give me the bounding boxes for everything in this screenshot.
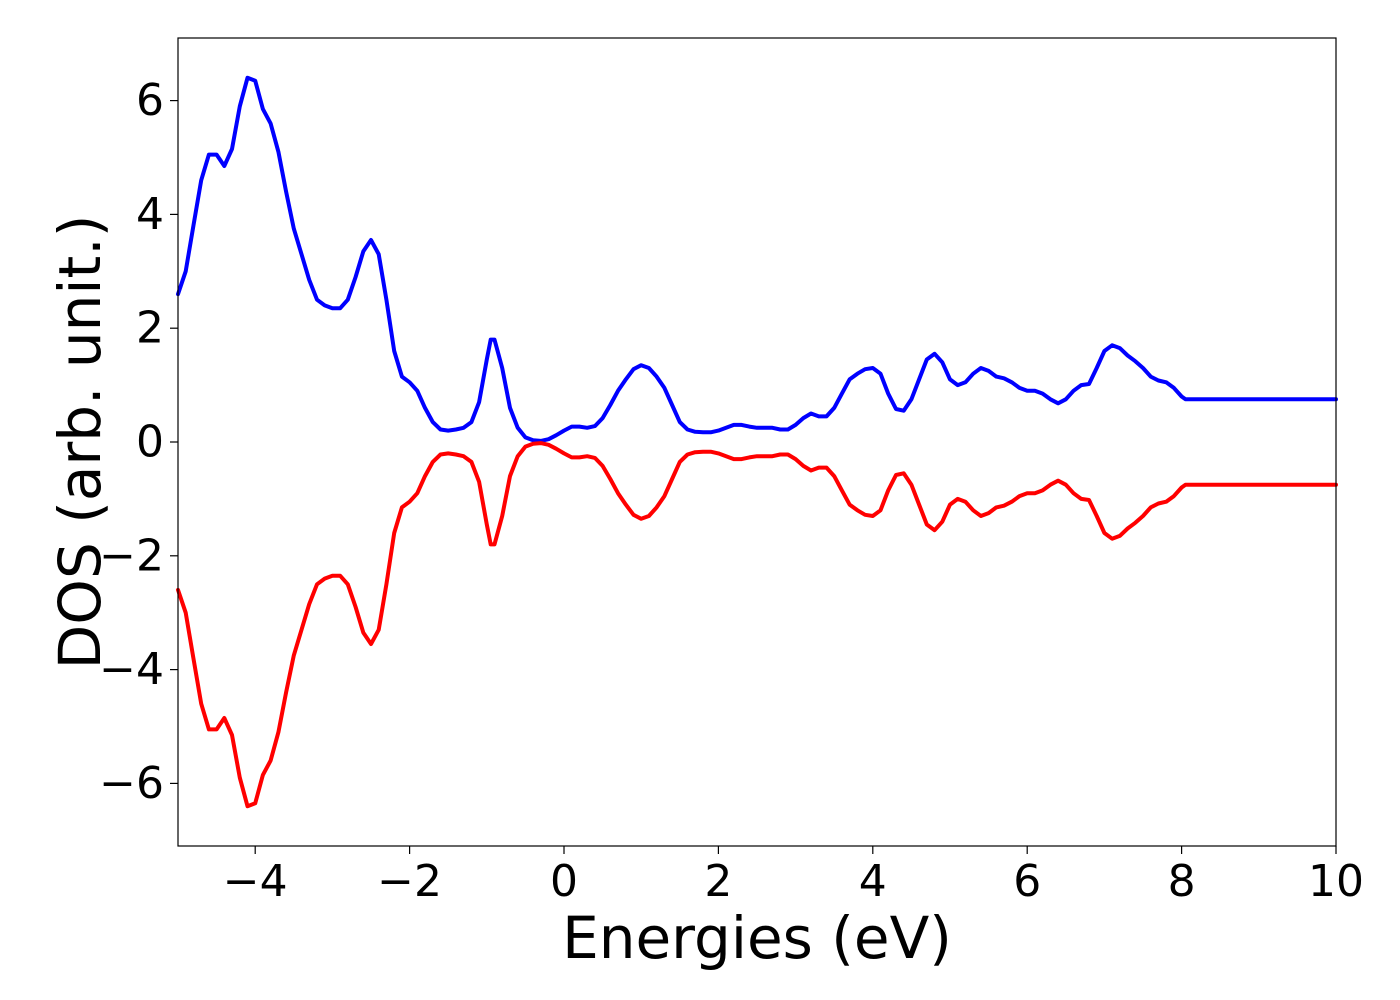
x-tick-label: 10	[1308, 856, 1364, 907]
y-tick-label: 2	[136, 303, 164, 354]
x-tick-label: 4	[859, 856, 887, 907]
x-ticks: −4 −2 0 2 4 6 8 10	[223, 846, 1364, 907]
x-axis-label: Energies (eV)	[562, 904, 952, 972]
series-line-2	[176, 441, 1338, 809]
x-tick-label: 8	[1168, 856, 1196, 907]
series-group	[176, 75, 1338, 809]
y-tick-label: 0	[136, 417, 164, 468]
y-tick-label: −2	[99, 530, 164, 581]
y-tick-label: 6	[136, 75, 164, 126]
plot-area	[178, 38, 1336, 846]
y-tick-label: −6	[99, 758, 164, 809]
x-tick-label: 6	[1013, 856, 1041, 907]
y-axis-label: DOS (arb. unit.)	[46, 215, 114, 670]
y-tick-label: −4	[99, 644, 164, 695]
x-tick-label: −4	[223, 856, 288, 907]
x-tick-label: 0	[550, 856, 578, 907]
series-line-1	[176, 75, 1338, 443]
x-tick-label: −2	[377, 856, 442, 907]
y-tick-label: 4	[136, 189, 164, 240]
y-ticks: −6 −4 −2 0 2 4 6	[99, 75, 178, 809]
x-tick-label: 2	[704, 856, 732, 907]
